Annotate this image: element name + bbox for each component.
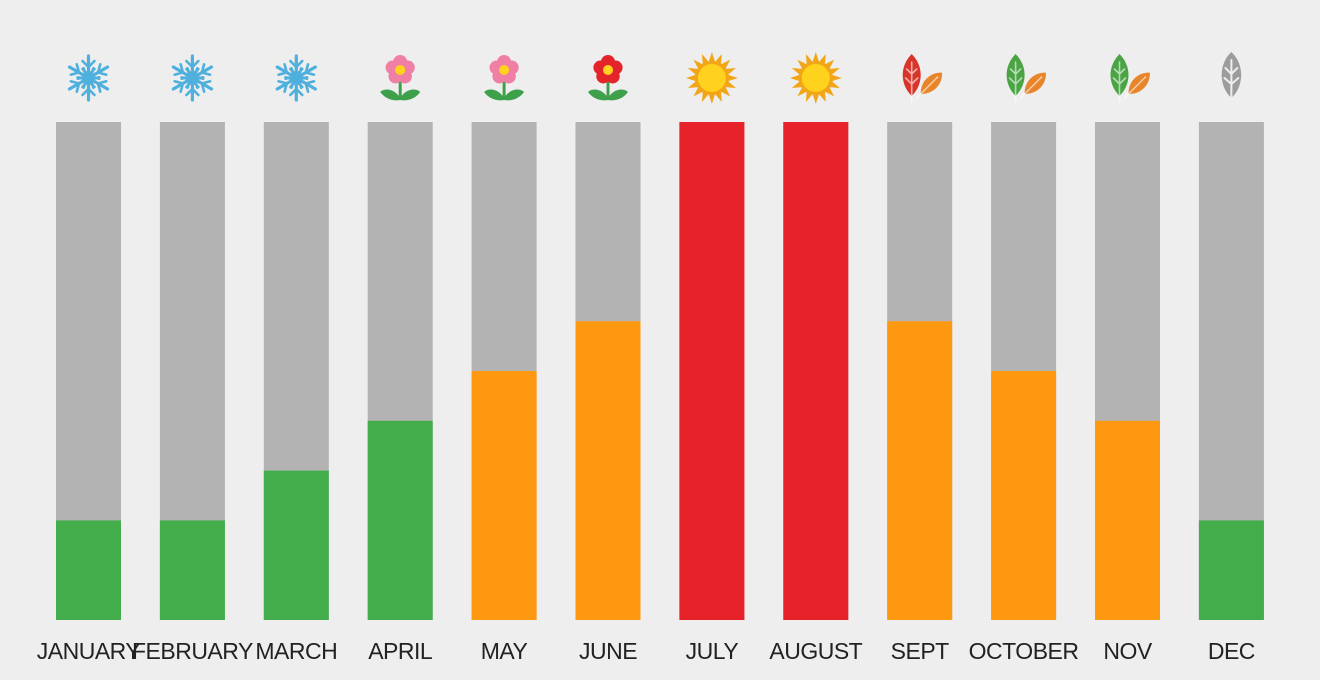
month-label-october: OCTOBER <box>969 638 1079 664</box>
snowflake-icon <box>275 54 317 102</box>
bar-october <box>991 371 1057 620</box>
sun-icon <box>685 52 738 104</box>
pink-flower-icon <box>484 55 525 101</box>
bar-january <box>56 520 121 620</box>
month-label-march: MARCH <box>255 638 337 664</box>
bar-april <box>367 420 433 620</box>
month-label-sept: SEPT <box>891 638 950 664</box>
month-label-february: FEBRUARY <box>132 638 253 664</box>
month-label-june: JUNE <box>579 638 637 664</box>
season-icons <box>67 52 1242 105</box>
month-label-dec: DEC <box>1208 638 1255 664</box>
month-label-may: MAY <box>481 638 528 664</box>
bar-sept <box>887 321 953 620</box>
bar-nov <box>1095 420 1160 620</box>
bar-march <box>263 470 329 620</box>
snowflake-icon <box>67 54 110 102</box>
month-label-august: AUGUST <box>769 638 862 664</box>
green-orange-leaves-icon <box>1006 54 1046 103</box>
red-flower-icon <box>588 55 628 101</box>
bar-tracks <box>56 122 1264 620</box>
bar-fills <box>56 122 1264 620</box>
bar-dec <box>1198 520 1264 620</box>
bar-august <box>783 122 849 620</box>
red-autumn-leaves-icon <box>902 54 943 103</box>
gray-leaf-icon <box>1221 52 1242 105</box>
month-label-nov: NOV <box>1103 638 1153 664</box>
bar-june <box>575 321 641 620</box>
month-label-july: JULY <box>686 638 739 664</box>
bar-february <box>159 520 225 620</box>
green-orange-leaves-icon <box>1110 54 1150 103</box>
snowflake-icon <box>171 54 214 102</box>
month-label-january: JANUARY <box>37 638 141 664</box>
bar-may <box>471 371 537 620</box>
month-label-april: APRIL <box>368 638 433 664</box>
pink-flower-icon <box>380 55 421 101</box>
sun-icon <box>789 52 842 104</box>
bar-july <box>679 122 745 620</box>
